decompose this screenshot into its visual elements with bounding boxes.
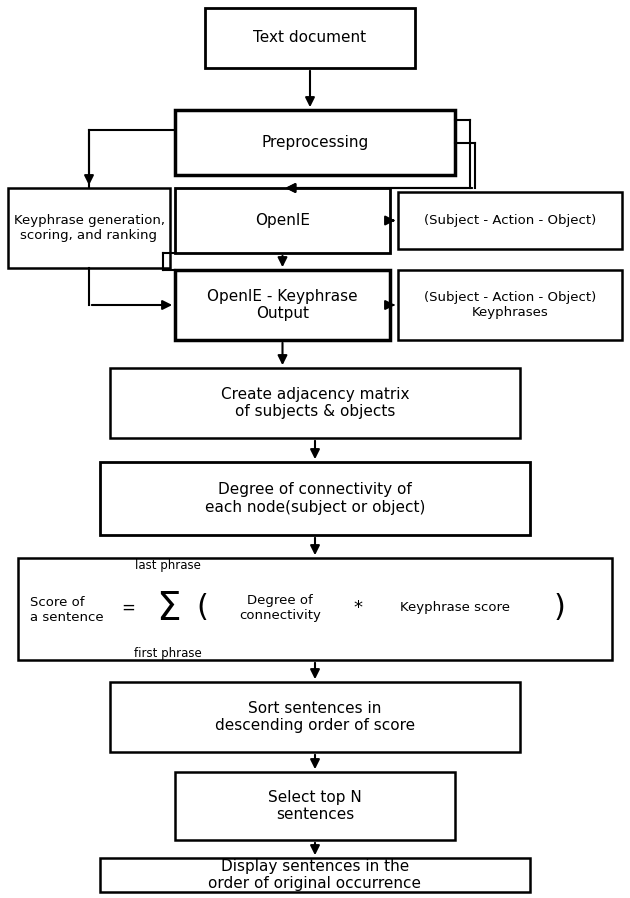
Text: (: ( [196, 594, 208, 622]
Text: OpenIE: OpenIE [255, 213, 310, 228]
Text: Score of
a sentence: Score of a sentence [30, 596, 103, 624]
Text: (Subject - Action - Object): (Subject - Action - Object) [424, 214, 596, 227]
Text: Keyphrase score: Keyphrase score [400, 602, 510, 614]
FancyBboxPatch shape [100, 462, 530, 535]
FancyBboxPatch shape [8, 188, 170, 268]
FancyBboxPatch shape [18, 558, 612, 660]
Text: last phrase: last phrase [135, 559, 201, 573]
Text: *: * [353, 599, 362, 617]
Text: Sort sentences in
descending order of score: Sort sentences in descending order of sc… [215, 700, 415, 733]
FancyBboxPatch shape [175, 270, 390, 340]
Text: Degree of connectivity of
each node(subject or object): Degree of connectivity of each node(subj… [205, 482, 425, 515]
Text: Display sentences in the
order of original occurrence: Display sentences in the order of origin… [209, 858, 421, 891]
Text: Create adjacency matrix
of subjects & objects: Create adjacency matrix of subjects & ob… [220, 387, 410, 419]
Text: $\Sigma$: $\Sigma$ [156, 590, 180, 628]
FancyBboxPatch shape [175, 772, 455, 840]
FancyBboxPatch shape [175, 188, 390, 253]
Text: Degree of
connectivity: Degree of connectivity [239, 594, 321, 622]
Text: first phrase: first phrase [134, 647, 202, 661]
Text: Select top N
sentences: Select top N sentences [268, 790, 362, 823]
Text: OpenIE - Keyphrase
Output: OpenIE - Keyphrase Output [207, 289, 358, 321]
Text: (Subject - Action - Object)
Keyphrases: (Subject - Action - Object) Keyphrases [424, 291, 596, 319]
FancyBboxPatch shape [110, 368, 520, 438]
FancyBboxPatch shape [398, 270, 622, 340]
Text: Text document: Text document [253, 31, 367, 46]
FancyBboxPatch shape [100, 858, 530, 892]
FancyBboxPatch shape [398, 192, 622, 249]
Text: ): ) [554, 594, 566, 622]
FancyBboxPatch shape [110, 682, 520, 752]
Text: Keyphrase generation,
scoring, and ranking: Keyphrase generation, scoring, and ranki… [13, 214, 164, 242]
Text: =: = [121, 599, 135, 617]
FancyBboxPatch shape [175, 110, 455, 175]
Text: Preprocessing: Preprocessing [261, 135, 369, 150]
FancyBboxPatch shape [205, 8, 415, 68]
